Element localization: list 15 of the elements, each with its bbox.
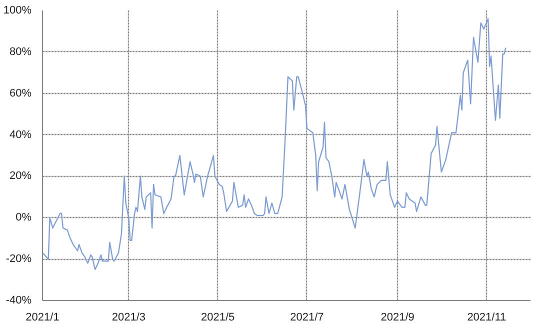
y-tick-label: 40% bbox=[9, 128, 32, 141]
x-tick-label: 2021/1 bbox=[26, 312, 60, 324]
y-tick-label: 0% bbox=[16, 212, 32, 224]
y-tick-label: 80% bbox=[9, 46, 32, 58]
line-series bbox=[42, 18, 506, 270]
x-tick-label: 2021/9 bbox=[380, 312, 414, 324]
y-tick-label: 60% bbox=[9, 87, 32, 100]
y-tick-label: -20% bbox=[6, 253, 32, 266]
y-tick-label: 100% bbox=[3, 4, 32, 16]
y-tick-label: -40% bbox=[6, 294, 32, 306]
x-tick-label: 2021/3 bbox=[112, 312, 146, 324]
y-tick-label: 20% bbox=[9, 170, 32, 182]
x-tick-label: 2021/7 bbox=[290, 312, 324, 324]
x-tick-label: 2021/5 bbox=[201, 312, 235, 324]
x-tick-label: 2021/11 bbox=[467, 312, 506, 324]
